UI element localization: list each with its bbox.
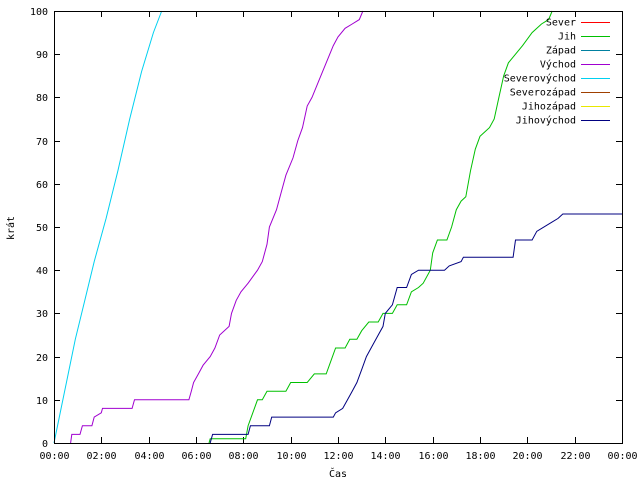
x-tick-label: 00:00 <box>39 451 69 462</box>
y-tick-label: 100 <box>30 7 48 18</box>
legend-label: Východ <box>540 59 576 71</box>
series-lines <box>53 10 622 444</box>
series-line-východ <box>70 10 364 444</box>
x-tick-label: 04:00 <box>134 451 164 462</box>
x-tick-label: 14:00 <box>370 451 400 462</box>
x-tick-label: 02:00 <box>86 451 116 462</box>
legend-label: Západ <box>546 45 576 57</box>
x-tick-label: 10:00 <box>276 451 306 462</box>
x-tick-label: 00:00 <box>607 451 637 462</box>
x-tick-label: 16:00 <box>418 451 448 462</box>
x-axis-ticks: 00:00 02:00 04:00 06:00 08:00 10:00 12:00 14:00… <box>39 11 638 462</box>
x-tick-label: 12:00 <box>323 451 353 462</box>
y-tick-label: 30 <box>36 309 48 320</box>
legend-label: Jihovýchod <box>516 115 576 127</box>
series-line-jihovýchod <box>209 213 622 444</box>
y-tick-label: 20 <box>36 353 48 364</box>
y-tick-label: 10 <box>36 396 48 407</box>
y-tick-label: 50 <box>36 223 48 234</box>
legend-label: Jih <box>558 32 576 43</box>
x-tick-label: 08:00 <box>228 451 258 462</box>
y-tick-label: 60 <box>36 180 48 191</box>
x-tick-label: 20:00 <box>512 451 542 462</box>
x-axis-label: Čas <box>329 467 347 480</box>
y-tick-label: 40 <box>36 266 48 277</box>
x-tick-label: 22:00 <box>560 451 590 462</box>
legend-label: Severozápad <box>510 87 576 99</box>
y-tick-label: 0 <box>42 439 48 450</box>
plot-area-frame <box>54 11 623 444</box>
legend: Sever Jih Západ Východ Severovýchod Severozáp… <box>504 18 610 127</box>
y-tick-label: 70 <box>36 137 48 148</box>
y-axis-label: krát <box>5 216 17 240</box>
x-tick-label: 18:00 <box>465 451 495 462</box>
legend-label: Sever <box>546 18 576 29</box>
y-tick-label: 80 <box>36 93 48 104</box>
y-tick-label: 90 <box>36 50 48 61</box>
series-line-severovýchod <box>53 10 163 444</box>
y-axis-ticks: 0 10 20 30 40 50 60 70 80 90 100 <box>30 7 622 450</box>
legend-label: Severovýchod <box>504 73 576 85</box>
x-tick-label: 06:00 <box>181 451 211 462</box>
legend-label: Jihozápad <box>522 101 576 113</box>
series-line-jih <box>208 10 553 444</box>
